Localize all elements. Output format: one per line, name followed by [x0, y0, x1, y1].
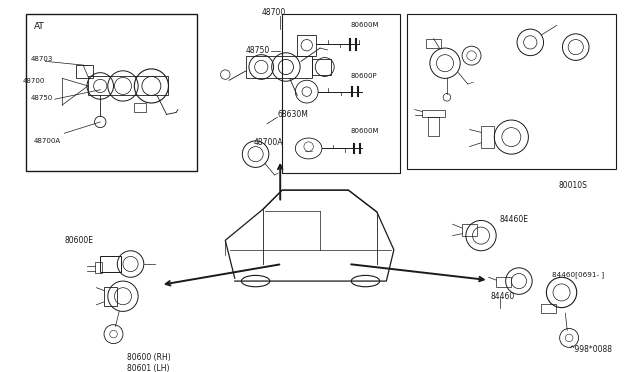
Bar [282, 14, 399, 173]
Text: 48700A: 48700A [253, 138, 283, 147]
Text: 84460E: 84460E [500, 215, 529, 224]
Text: 84460[0691- ]: 84460[0691- ] [552, 272, 604, 278]
Bar [541, 304, 556, 313]
Bar [428, 117, 439, 136]
Text: AT: AT [34, 22, 45, 31]
Bar [426, 39, 441, 48]
Bar [496, 277, 511, 287]
Text: 80600 (RH): 80600 (RH) [127, 353, 170, 362]
Text: 84460: 84460 [490, 292, 515, 301]
Text: 80600M: 80600M [350, 22, 379, 28]
Bar [297, 35, 316, 56]
Bar [134, 103, 146, 112]
Text: 48750: 48750 [246, 46, 270, 55]
Bar [246, 56, 312, 78]
Text: 48703: 48703 [31, 56, 54, 62]
Text: 80600P: 80600P [350, 73, 377, 79]
Bar [95, 262, 102, 273]
Bar [407, 14, 616, 169]
Text: 80601 (LH): 80601 (LH) [127, 365, 169, 372]
Text: 80600E: 80600E [64, 235, 93, 245]
Text: 48700: 48700 [261, 8, 285, 17]
Text: 80010S: 80010S [559, 181, 588, 190]
Bar [104, 287, 117, 306]
Text: ^998*0088: ^998*0088 [568, 346, 612, 355]
Bar [462, 224, 477, 235]
Text: 68630M: 68630M [277, 110, 308, 119]
Bar [88, 77, 168, 95]
Bar [76, 65, 93, 78]
Bar [312, 60, 332, 74]
Bar [100, 256, 121, 272]
Bar [481, 126, 494, 148]
Text: 48700A: 48700A [34, 138, 61, 144]
Text: 80600M: 80600M [350, 128, 379, 134]
Bar [26, 14, 197, 171]
Bar [422, 110, 445, 117]
Text: 48700: 48700 [22, 78, 45, 84]
Text: 48750: 48750 [31, 95, 53, 102]
